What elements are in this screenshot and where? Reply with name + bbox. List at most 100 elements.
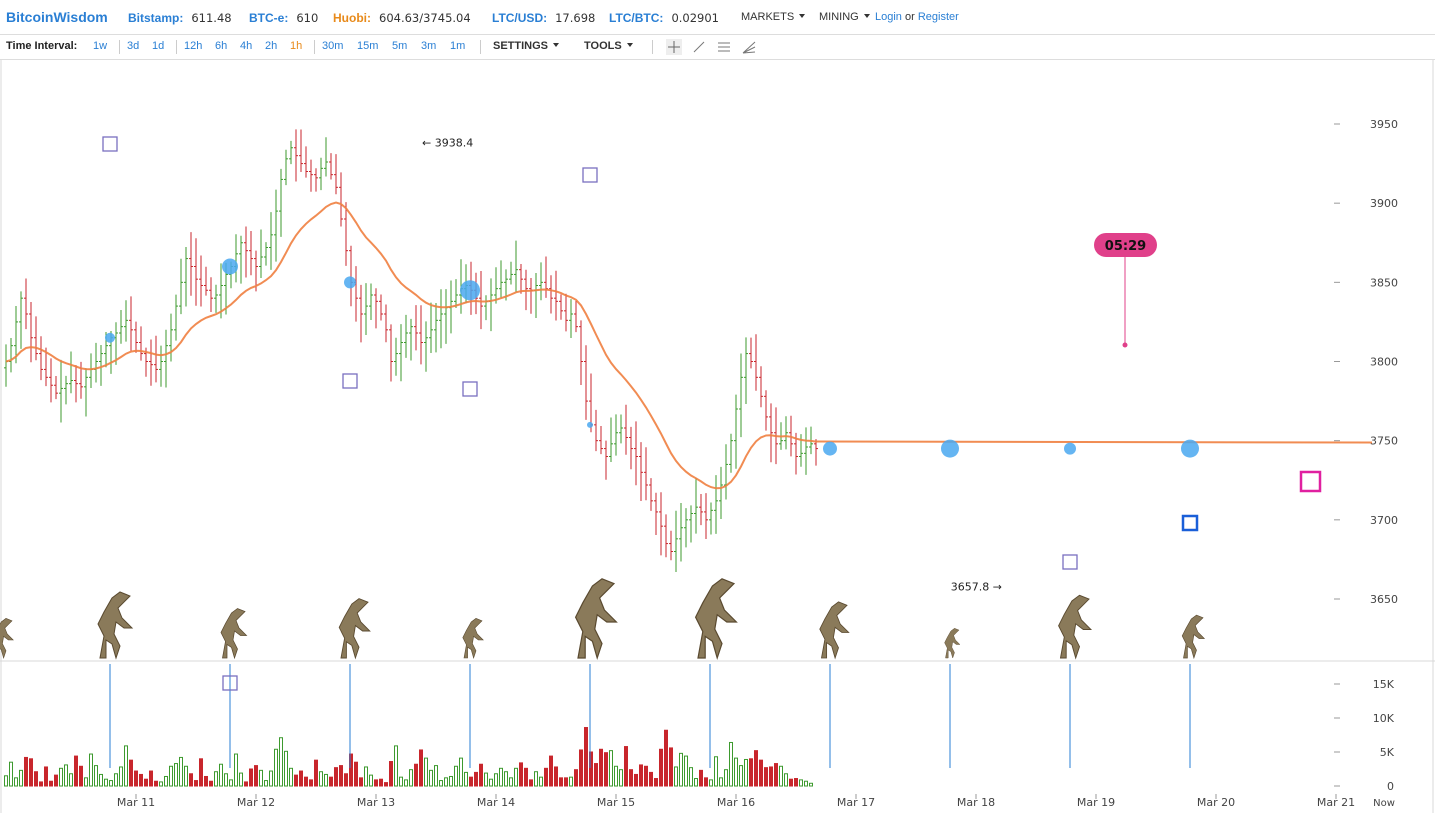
volume-bar — [169, 765, 173, 787]
interval-2h[interactable]: 2h — [265, 40, 278, 52]
dinosaur-shape — [462, 618, 484, 660]
volume-bar — [554, 766, 558, 787]
volume-bar — [634, 773, 638, 787]
ticker-value: 0.02901 — [671, 11, 719, 25]
ticker-btce[interactable]: BTC-e: 610 — [249, 11, 318, 25]
settings-menu[interactable]: SETTINGS — [493, 40, 560, 52]
volume-bar — [649, 771, 653, 787]
ticker-ltc-usd[interactable]: LTC/USD: 17.698 — [492, 11, 595, 25]
dinosaur-icon — [462, 618, 484, 660]
fan-tool-icon[interactable] — [741, 39, 757, 55]
volume-tick-label: 15K — [1373, 678, 1395, 691]
date-tick-label: Mar 12 — [237, 796, 275, 809]
tools-menu[interactable]: TOOLS — [584, 40, 633, 52]
interval-1w[interactable]: 1w — [93, 40, 108, 52]
square-marker — [342, 373, 358, 389]
volume-bar — [644, 765, 648, 787]
volume-bar — [364, 766, 368, 787]
line-tool-icon[interactable] — [691, 39, 707, 55]
volume-bar — [604, 752, 608, 787]
register-link[interactable]: Register — [917, 11, 959, 23]
volume-tick-label: 0 — [1387, 780, 1394, 793]
mining-menu[interactable]: MINING — [819, 11, 870, 23]
crosshair-icon[interactable] — [666, 39, 682, 55]
chevron-down-icon — [626, 43, 633, 47]
date-tick-label: Mar 15 — [597, 796, 635, 809]
volume-bar — [49, 780, 53, 787]
interval-3m[interactable]: 3m — [421, 40, 437, 52]
volume-bar — [44, 766, 48, 787]
trade-bubble-marker — [105, 332, 115, 343]
dinosaur-icon — [1181, 614, 1206, 660]
interval-4h[interactable]: 4h — [240, 40, 253, 52]
volume-bar — [594, 763, 598, 787]
volume-bar — [439, 780, 443, 787]
volume-bar — [164, 775, 168, 787]
parallel-lines-icon[interactable] — [716, 39, 732, 55]
volume-bar — [504, 771, 508, 787]
ticker-bitstamp[interactable]: Bitstamp: 611.48 — [128, 11, 232, 25]
square-marker — [1062, 554, 1078, 570]
high-price-annotation: ← 3938.4 — [422, 136, 473, 149]
volume-bar — [579, 749, 583, 787]
dinosaur-shape — [1058, 594, 1093, 660]
volume-bar — [24, 756, 28, 787]
volume-bar — [54, 774, 58, 787]
volume-bar — [664, 729, 668, 787]
volume-bar — [479, 763, 483, 787]
volume-bar — [109, 780, 113, 787]
price-tick-label: 3800 — [1370, 356, 1398, 369]
trade-bubble-marker — [222, 258, 238, 275]
volume-bar — [459, 757, 463, 787]
interval-1h[interactable]: 1h — [290, 40, 303, 52]
volume-bar — [39, 781, 43, 787]
ticker-ltc-btc[interactable]: LTC/BTC: 0.02901 — [609, 11, 719, 25]
price-tick-label: 3750 — [1370, 435, 1398, 448]
volume-bar — [394, 745, 398, 787]
interval-30m[interactable]: 30m — [322, 40, 344, 52]
volume-bar — [574, 769, 578, 787]
countdown-badge — [1094, 233, 1157, 257]
interval-12h[interactable]: 12h — [184, 40, 203, 52]
volume-bar — [659, 748, 663, 787]
volume-bar — [134, 770, 138, 787]
price-tick-label: 3950 — [1370, 118, 1398, 131]
chart-area[interactable]: 3650 3700 3750 3800 3850 3900 3950 0 5K 10K 15K Ma… — [0, 60, 1435, 813]
interval-6h[interactable]: 6h — [215, 40, 228, 52]
volume-bar — [654, 778, 658, 787]
volume-bar — [249, 768, 253, 787]
interval-5m[interactable]: 5m — [392, 40, 408, 52]
interval-15m[interactable]: 15m — [357, 40, 379, 52]
trade-bubble-marker — [344, 276, 356, 289]
dinosaur-shape — [97, 591, 134, 660]
volume-bar — [74, 755, 78, 787]
divider — [652, 40, 653, 54]
price-chart[interactable]: 3650 3700 3750 3800 3850 3900 3950 0 5K 10K 15K Ma… — [0, 60, 1435, 813]
volume-bar — [404, 779, 408, 787]
login-link[interactable]: Login — [875, 11, 902, 23]
volume-bar — [409, 769, 413, 787]
current-square-marker — [1181, 514, 1199, 532]
interval-3d[interactable]: 3d — [127, 40, 140, 52]
price-tick-label: 3900 — [1370, 197, 1398, 210]
markets-menu[interactable]: MARKETS — [741, 11, 806, 23]
brand-logo[interactable]: BitcoinWisdom — [6, 9, 108, 25]
interval-1m[interactable]: 1m — [450, 40, 466, 52]
interval-1d[interactable]: 1d — [152, 40, 165, 52]
volume-bar — [794, 778, 798, 787]
volume-bar — [469, 776, 473, 787]
volume-bar — [34, 771, 38, 787]
ticker-huobi[interactable]: Huobi: 604.63/3745.04 — [333, 11, 471, 25]
volume-bar — [199, 758, 203, 787]
auth-or: or — [904, 11, 915, 23]
volume-bar — [224, 773, 228, 787]
ticker-value: 610 — [296, 11, 319, 25]
dinosaur-shape — [819, 601, 850, 660]
dinosaur-icon — [97, 591, 134, 660]
volume-bar — [244, 781, 248, 787]
settings-menu-label: SETTINGS — [493, 40, 549, 52]
volume-bar — [514, 767, 518, 787]
volume-bar — [764, 767, 768, 787]
volume-bar — [499, 767, 503, 787]
volume-bar — [549, 755, 553, 787]
